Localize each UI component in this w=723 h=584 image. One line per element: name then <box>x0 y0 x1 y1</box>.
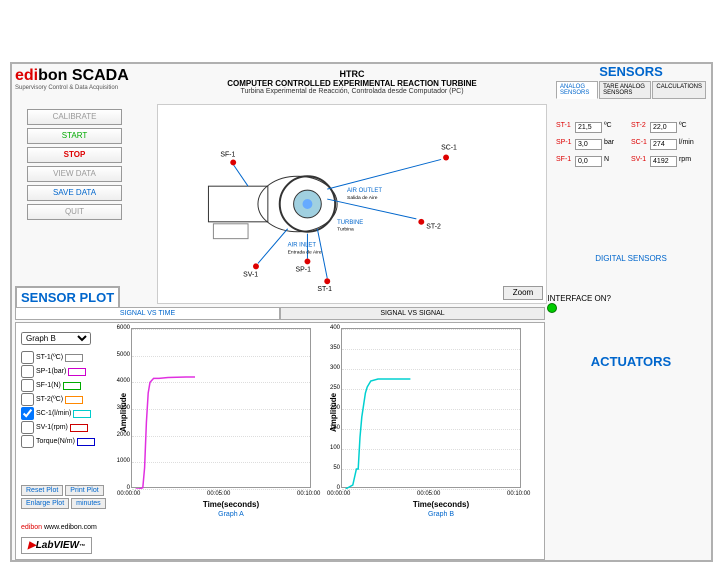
sv-val-st2: 22,0 <box>650 122 677 133</box>
signal-checkbox-row: ST-1(ºC) <box>21 351 116 364</box>
zoom-button[interactable]: Zoom <box>503 286 543 300</box>
signal-color-icon <box>65 354 83 362</box>
sensor-values: ST-1 21,5 ºC ST-2 22,0 ºC SP-1 3,0 bar S… <box>556 122 706 173</box>
signal-checkbox[interactable] <box>21 421 34 434</box>
minutes-button[interactable]: minutes <box>71 498 106 509</box>
save-data-button[interactable]: SAVE DATA <box>27 185 122 201</box>
svg-text:SC-1: SC-1 <box>441 145 457 152</box>
signal-checkbox[interactable] <box>21 393 34 406</box>
interface-led-icon <box>547 303 557 313</box>
tab-signal-vs-signal[interactable]: SIGNAL VS SIGNAL <box>280 307 545 320</box>
sv-lab-st1: ST-1 <box>556 122 575 133</box>
signal-checkbox-row: ST-2(ºC) <box>21 393 116 406</box>
signal-checkbox[interactable] <box>21 435 34 448</box>
sv-val-sc1: 274 <box>650 139 677 150</box>
signal-checkbox-row: SP-1(bar) <box>21 365 116 378</box>
sv-lab-st2: ST-2 <box>631 122 650 133</box>
plot-tabs: SIGNAL VS TIME SIGNAL VS SIGNAL <box>15 307 545 320</box>
svg-text:ST-1: ST-1 <box>317 286 332 293</box>
svg-text:Salida de Aire: Salida de Aire <box>347 195 378 201</box>
enlarge-plot-button[interactable]: Enlarge Plot <box>21 498 69 509</box>
title-line2: COMPUTER CONTROLLED EXPERIMENTAL REACTIO… <box>157 79 547 88</box>
sv-val-sf1: 0,0 <box>575 156 602 167</box>
quit-button[interactable]: QUIT <box>27 204 122 220</box>
svg-text:SV-1: SV-1 <box>243 271 258 278</box>
calibrate-button[interactable]: CALIBRATE <box>27 109 122 125</box>
control-buttons: CALIBRATE START STOP VIEW DATA SAVE DATA… <box>27 109 122 223</box>
sv-val-sp1: 3,0 <box>575 139 602 150</box>
title-line3: Turbina Experimental de Reacción, Contro… <box>157 88 547 95</box>
sv-lab-sv1: SV-1 <box>631 156 650 167</box>
reset-plot-button[interactable]: Reset Plot <box>21 485 63 496</box>
svg-text:SP-1: SP-1 <box>296 266 312 273</box>
chart-a: Amplitude 010002000300040005000600000:00… <box>131 328 331 528</box>
svg-text:ST-2: ST-2 <box>426 224 441 231</box>
signal-checkbox-row: SF-1(N) <box>21 379 116 392</box>
svg-text:Turbina: Turbina <box>337 227 354 233</box>
chart-b: Amplitude 05010015020025030035040000:00:… <box>341 328 541 528</box>
start-button[interactable]: START <box>27 128 122 144</box>
svg-text:TURBINE: TURBINE <box>337 220 363 226</box>
signal-color-icon <box>77 438 95 446</box>
signal-color-icon <box>65 396 83 404</box>
sensors-header: SENSORS ANALOG SENSORS TARE ANALOG SENSO… <box>556 64 706 99</box>
view-data-button[interactable]: VIEW DATA <box>27 166 122 182</box>
website-label: edibon www.edibon.com <box>21 524 97 531</box>
sv-val-st1: 21,5 <box>575 122 602 133</box>
digital-sensors-label: DIGITAL SENSORS <box>556 254 706 263</box>
app-logo: edibon SCADA <box>15 67 145 85</box>
sensors-tabs: ANALOG SENSORS TARE ANALOG SENSORS CALCU… <box>556 81 706 99</box>
svg-text:SF-1: SF-1 <box>220 151 235 158</box>
title-area: HTRC COMPUTER CONTROLLED EXPERIMENTAL RE… <box>157 69 547 95</box>
signal-checkbox-row: SV-1(rpm) <box>21 421 116 434</box>
svg-text:Entrada de Aire: Entrada de Aire <box>288 250 322 256</box>
actuators-title: ACTUATORS <box>556 354 706 369</box>
title-line1: HTRC <box>157 69 547 79</box>
tab-signal-vs-time[interactable]: SIGNAL VS TIME <box>15 307 280 320</box>
labview-logo: ▶LabVIEW™ <box>21 537 92 554</box>
signal-checkbox[interactable] <box>21 365 34 378</box>
stop-button[interactable]: STOP <box>27 147 122 163</box>
turbine-diagram: SF-1 SC-1 ST-2 SV-1 ST-1 SP-1 AIR OUTLET… <box>157 104 547 304</box>
logo-area: edibon SCADA Supervisory Control & Data … <box>15 67 145 102</box>
graph-dropdown[interactable]: Graph B <box>21 332 91 345</box>
signal-checkbox-row: Torque(N/m) <box>21 435 116 448</box>
tab-analog-sensors[interactable]: ANALOG SENSORS <box>556 81 598 99</box>
plot-area: Graph B ST-1(ºC)SP-1(bar)SF-1(N)ST-2(ºC)… <box>15 322 545 560</box>
sensor-plot-title: SENSOR PLOT <box>15 286 120 307</box>
signal-checkbox[interactable] <box>21 379 34 392</box>
signal-color-icon <box>63 382 81 390</box>
svg-text:AIR INLET: AIR INLET <box>288 243 317 249</box>
tab-calculations[interactable]: CALCULATIONS <box>652 81 706 99</box>
print-plot-button[interactable]: Print Plot <box>65 485 103 496</box>
interface-label: INTERFACE ON? <box>547 294 611 303</box>
sensors-title: SENSORS <box>556 64 706 79</box>
app-subtitle: Supervisory Control & Data Acquisition <box>15 85 145 91</box>
sv-val-sv1: 4192 <box>650 156 677 167</box>
interface-status: INTERFACE ON? <box>547 294 611 313</box>
signal-checkbox[interactable] <box>21 351 34 364</box>
sv-lab-sc1: SC-1 <box>631 139 650 150</box>
plot-buttons: Reset Plot Print Plot Enlarge Plot minut… <box>21 485 106 511</box>
signal-color-icon <box>68 368 86 376</box>
main-frame: edibon SCADA Supervisory Control & Data … <box>10 62 713 562</box>
signal-checkbox-row: SC-1(l/min) <box>21 407 116 420</box>
sv-lab-sf1: SF-1 <box>556 156 575 167</box>
signal-color-icon <box>70 424 88 432</box>
graph-select-panel: Graph B ST-1(ºC)SP-1(bar)SF-1(N)ST-2(ºC)… <box>21 328 116 449</box>
signal-checkbox[interactable] <box>21 407 34 420</box>
sv-lab-sp1: SP-1 <box>556 139 575 150</box>
signal-color-icon <box>73 410 91 418</box>
tab-tare-analog[interactable]: TARE ANALOG SENSORS <box>599 81 651 99</box>
svg-text:AIR OUTLET: AIR OUTLET <box>347 188 382 194</box>
signal-checklist: ST-1(ºC)SP-1(bar)SF-1(N)ST-2(ºC)SC-1(l/m… <box>21 351 116 448</box>
